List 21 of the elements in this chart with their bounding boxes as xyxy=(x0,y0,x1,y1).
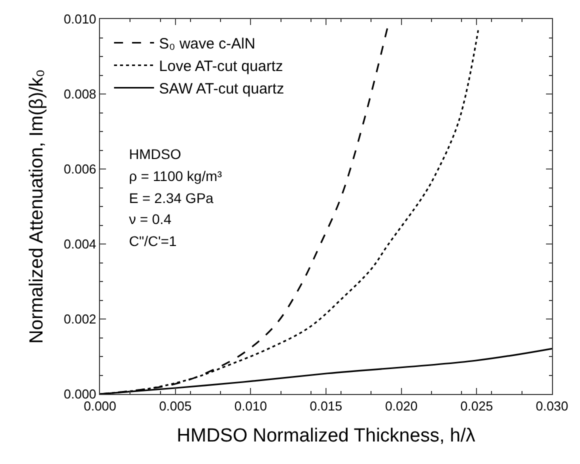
y-tick-label: 0.006 xyxy=(64,162,96,177)
y-tick-label: 0.008 xyxy=(64,86,96,102)
y-tick-label: 0.002 xyxy=(64,312,96,327)
annotation: ν = 0.4 xyxy=(129,211,172,227)
x-tick-label: 0.010 xyxy=(234,398,267,414)
annotation: ρ = 1100 kg/m³ xyxy=(129,168,222,184)
x-tick-label: 0.005 xyxy=(159,398,192,414)
legend-label: SAW AT-cut quartz xyxy=(159,80,284,98)
y-tick-label: 0.010 xyxy=(64,12,96,27)
legend-label: S₀ wave c-AlN xyxy=(159,36,256,53)
x-tick-label: 0.020 xyxy=(385,398,418,414)
annotation: E = 2.34 GPa xyxy=(129,190,214,206)
x-tick-label: 0.030 xyxy=(536,398,568,414)
y-tick-label: 0.004 xyxy=(64,236,96,252)
y-axis-title: Normalized Attenuation, Im(β)/k₀ xyxy=(26,69,48,344)
x-axis-title: HMDSO Normalized Thickness, h/λ xyxy=(176,426,476,446)
annotation: C"/C'=1 xyxy=(129,233,177,249)
annotation: HMDSO xyxy=(129,146,182,162)
x-tick-label: 0.025 xyxy=(460,398,493,414)
legend-label: Love AT-cut quartz xyxy=(159,58,284,76)
x-tick-label: 0.015 xyxy=(310,398,342,414)
